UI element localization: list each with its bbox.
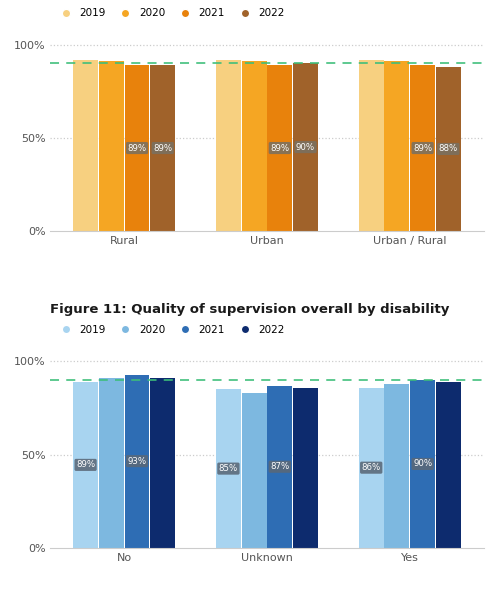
Bar (125, 375, 150, 548)
Bar (73, 59, 98, 231)
Bar (150, 65, 175, 231)
Bar (267, 386, 292, 548)
Text: 85%: 85% (219, 464, 238, 473)
Text: 90%: 90% (413, 459, 432, 468)
Bar (410, 65, 435, 231)
Bar (359, 59, 384, 231)
Bar (410, 380, 435, 548)
Bar (216, 59, 241, 231)
Text: 86%: 86% (362, 463, 381, 472)
Bar (242, 393, 266, 548)
Text: 89%: 89% (270, 144, 289, 153)
Text: 89%: 89% (153, 144, 172, 153)
Bar (293, 388, 318, 548)
Bar (359, 388, 384, 548)
Text: 89%: 89% (76, 461, 95, 469)
Bar (293, 63, 318, 231)
Legend: 2019, 2020, 2021, 2022: 2019, 2020, 2021, 2022 (55, 325, 284, 335)
Text: 89%: 89% (127, 144, 147, 153)
Bar (150, 378, 175, 548)
Bar (99, 61, 124, 231)
Text: 89%: 89% (413, 144, 432, 153)
Bar (436, 67, 461, 231)
Bar (99, 378, 124, 548)
Text: 88%: 88% (439, 144, 458, 154)
Text: Figure 11: Quality of supervision overall by disability: Figure 11: Quality of supervision overal… (50, 303, 449, 316)
Bar (73, 382, 98, 548)
Bar (216, 389, 241, 548)
Text: 90%: 90% (296, 143, 315, 151)
Text: 93%: 93% (127, 456, 147, 466)
Text: 87%: 87% (270, 462, 289, 471)
Bar (242, 61, 266, 231)
Bar (125, 65, 150, 231)
Bar (436, 382, 461, 548)
Bar (267, 65, 292, 231)
Bar (384, 384, 409, 548)
Bar (384, 61, 409, 231)
Legend: 2019, 2020, 2021, 2022: 2019, 2020, 2021, 2022 (55, 8, 284, 18)
